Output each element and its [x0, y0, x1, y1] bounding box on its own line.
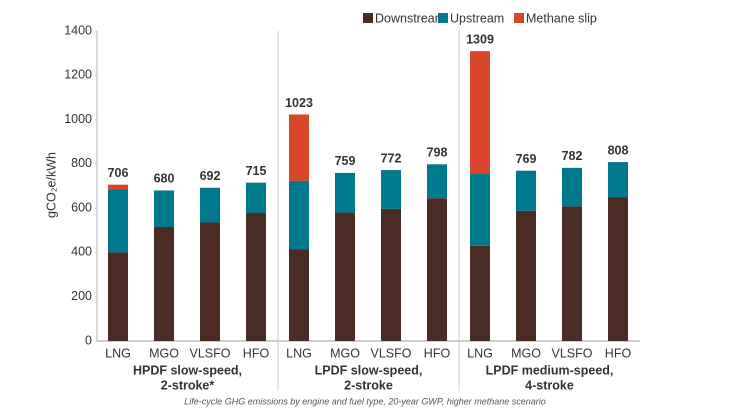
- bar-segment: [562, 167, 582, 207]
- x-tick-label: HFO: [243, 346, 270, 360]
- y-tick-label: 800: [71, 156, 92, 170]
- y-tick-label: 600: [71, 200, 92, 214]
- total-label: 1023: [285, 96, 313, 110]
- bar-segment: [154, 226, 174, 341]
- legend-label: Upstream: [450, 11, 504, 25]
- x-tick-label: VLSFO: [552, 346, 593, 360]
- bar-segment: [516, 210, 536, 341]
- group-label: HPDF slow-speed,: [133, 363, 242, 377]
- bar-segment: [470, 51, 490, 175]
- total-label: 808: [608, 143, 629, 157]
- bar-segment: [427, 164, 447, 199]
- y-tick-label: 0: [85, 333, 92, 347]
- bar-segment: [608, 197, 628, 341]
- x-tick-label: MGO: [149, 346, 179, 360]
- x-tick-label: HFO: [605, 346, 632, 360]
- bar-segment: [108, 184, 128, 190]
- total-label: 769: [516, 152, 537, 166]
- bar-segment: [289, 180, 309, 250]
- bar-segment: [154, 190, 174, 227]
- legend-swatch: [514, 13, 524, 23]
- total-label: 772: [381, 151, 402, 165]
- bar-segment: [335, 172, 355, 213]
- bar-segment: [289, 249, 309, 341]
- bar-segment: [381, 208, 401, 341]
- y-tick-label: 200: [71, 289, 92, 303]
- bar-segment: [470, 174, 490, 246]
- y-tick-label: 1000: [64, 112, 92, 126]
- legend-label: Methane slip: [526, 11, 597, 25]
- bar-segment: [470, 245, 490, 341]
- legend-swatch: [363, 13, 373, 23]
- x-tick-label: LNG: [286, 346, 312, 360]
- group-label: LPDF medium-speed,: [486, 363, 614, 377]
- caption: Life-cycle GHG emissions by engine and f…: [184, 396, 546, 406]
- group-label: 2-stroke: [344, 378, 393, 392]
- x-tick-label: LNG: [467, 346, 493, 360]
- total-label: 782: [562, 149, 583, 163]
- total-label: 798: [427, 146, 448, 160]
- bar-segment: [608, 162, 628, 198]
- total-label: 759: [335, 154, 356, 168]
- bar-segment: [427, 198, 447, 341]
- group-label: LPDF slow-speed,: [315, 363, 423, 377]
- y-tick-label: 1200: [64, 68, 92, 82]
- bar-segment: [381, 170, 401, 209]
- bar-segment: [200, 187, 220, 223]
- bar-segment: [246, 182, 266, 214]
- bar-segment: [200, 222, 220, 341]
- legend-label: Downstream: [375, 11, 445, 25]
- bar-segment: [246, 213, 266, 341]
- y-tick-label: 400: [71, 245, 92, 259]
- bar-segment: [335, 212, 355, 341]
- total-label: 715: [246, 164, 267, 178]
- total-label: 1309: [466, 32, 494, 46]
- x-tick-label: MGO: [330, 346, 360, 360]
- x-tick-label: VLSFO: [371, 346, 412, 360]
- total-label: 706: [108, 166, 129, 180]
- group-label: 2-stroke*: [161, 378, 215, 392]
- bar-segment: [108, 189, 128, 253]
- group-label: 4-stroke: [525, 378, 574, 392]
- y-axis-label: gCO₂e/kWh: [44, 152, 58, 218]
- x-tick-label: VLSFO: [190, 346, 231, 360]
- total-label: 680: [154, 172, 175, 186]
- legend-swatch: [438, 13, 448, 23]
- bar-segment: [289, 114, 309, 181]
- x-tick-label: LNG: [105, 346, 131, 360]
- bar-segment: [516, 170, 536, 211]
- bar-segment: [562, 206, 582, 341]
- x-tick-label: MGO: [511, 346, 541, 360]
- bar-segment: [108, 252, 128, 341]
- y-tick-label: 1400: [64, 23, 92, 37]
- total-label: 692: [200, 169, 221, 183]
- x-tick-label: HFO: [424, 346, 451, 360]
